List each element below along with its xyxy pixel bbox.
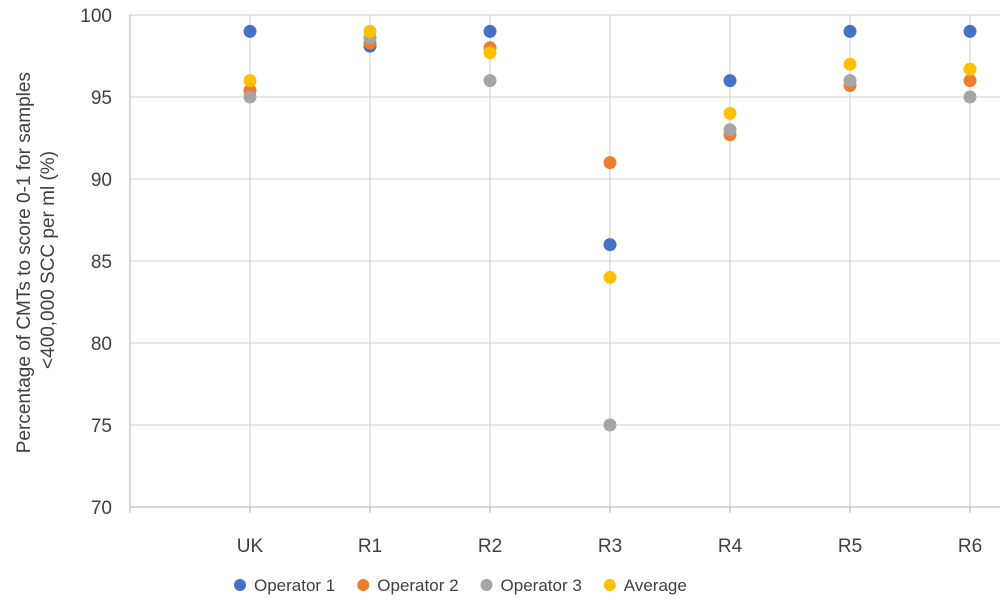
x-tick-label: R1 <box>358 536 382 557</box>
y-tick-label: 80 <box>91 334 112 355</box>
x-tick-labels: UK R1 R2 R3 R4 R5 R6 <box>237 536 982 557</box>
point-operator-1 <box>243 24 257 38</box>
point-operator-3 <box>963 90 977 104</box>
y-axis-label-line-2: <400,000 SCC per ml (%) <box>38 151 59 369</box>
y-axis-label-line-1: Percentage of CMTs to score 0-1 for samp… <box>14 72 35 453</box>
legend-label-average: Average <box>624 576 687 595</box>
point-operator-1 <box>843 24 857 38</box>
grid <box>130 14 1000 507</box>
y-tick-label: 90 <box>91 170 112 191</box>
legend: Operator 1 Operator 2 Operator 3 Average <box>234 576 687 595</box>
point-operator-2 <box>603 156 617 170</box>
point-operator-2 <box>963 74 977 88</box>
point-average <box>723 106 737 120</box>
point-average <box>603 270 617 284</box>
x-tick-label: R5 <box>838 536 862 557</box>
y-tick-label: 70 <box>91 498 112 519</box>
legend-marker-average <box>603 579 616 591</box>
point-average <box>843 57 857 71</box>
legend-item-operator-1: Operator 1 <box>234 576 335 595</box>
legend-label-operator-1: Operator 1 <box>254 576 335 595</box>
legend-item-operator-3: Operator 3 <box>480 576 582 595</box>
y-tick-label: 95 <box>91 88 112 109</box>
axes <box>129 15 1000 513</box>
y-axis-label: Percentage of CMTs to score 0-1 for samp… <box>14 67 59 454</box>
x-tick-label: R6 <box>958 536 982 557</box>
point-operator-1 <box>723 74 737 88</box>
x-tick-label: R2 <box>478 536 502 557</box>
point-operator-3 <box>483 74 497 88</box>
point-operator-3 <box>723 123 737 137</box>
legend-item-average: Average <box>603 576 687 595</box>
legend-label-operator-2: Operator 2 <box>377 576 458 595</box>
legend-label-operator-3: Operator 3 <box>501 576 582 595</box>
point-operator-3 <box>603 418 617 432</box>
point-average <box>243 74 257 88</box>
point-operator-1 <box>483 24 497 38</box>
legend-marker-operator-1 <box>234 579 246 591</box>
x-tick-label: R3 <box>598 536 622 557</box>
point-operator-1 <box>963 24 977 38</box>
point-operator-3 <box>843 74 857 88</box>
x-tick-label: R4 <box>718 536 743 557</box>
point-average <box>963 62 977 76</box>
y-tick-labels: 70 75 80 85 90 95 100 <box>80 6 112 519</box>
x-tick-label: UK <box>237 536 264 557</box>
data-points <box>243 24 977 432</box>
legend-item-operator-2: Operator 2 <box>357 576 459 595</box>
y-tick-label: 100 <box>80 6 112 27</box>
point-average <box>363 24 377 38</box>
y-tick-label: 85 <box>91 252 112 273</box>
point-average <box>483 46 497 60</box>
legend-marker-operator-3 <box>480 579 493 591</box>
y-tick-label: 75 <box>91 416 112 437</box>
point-operator-1 <box>603 238 617 252</box>
legend-marker-operator-2 <box>357 579 370 591</box>
point-operator-3 <box>243 90 257 104</box>
